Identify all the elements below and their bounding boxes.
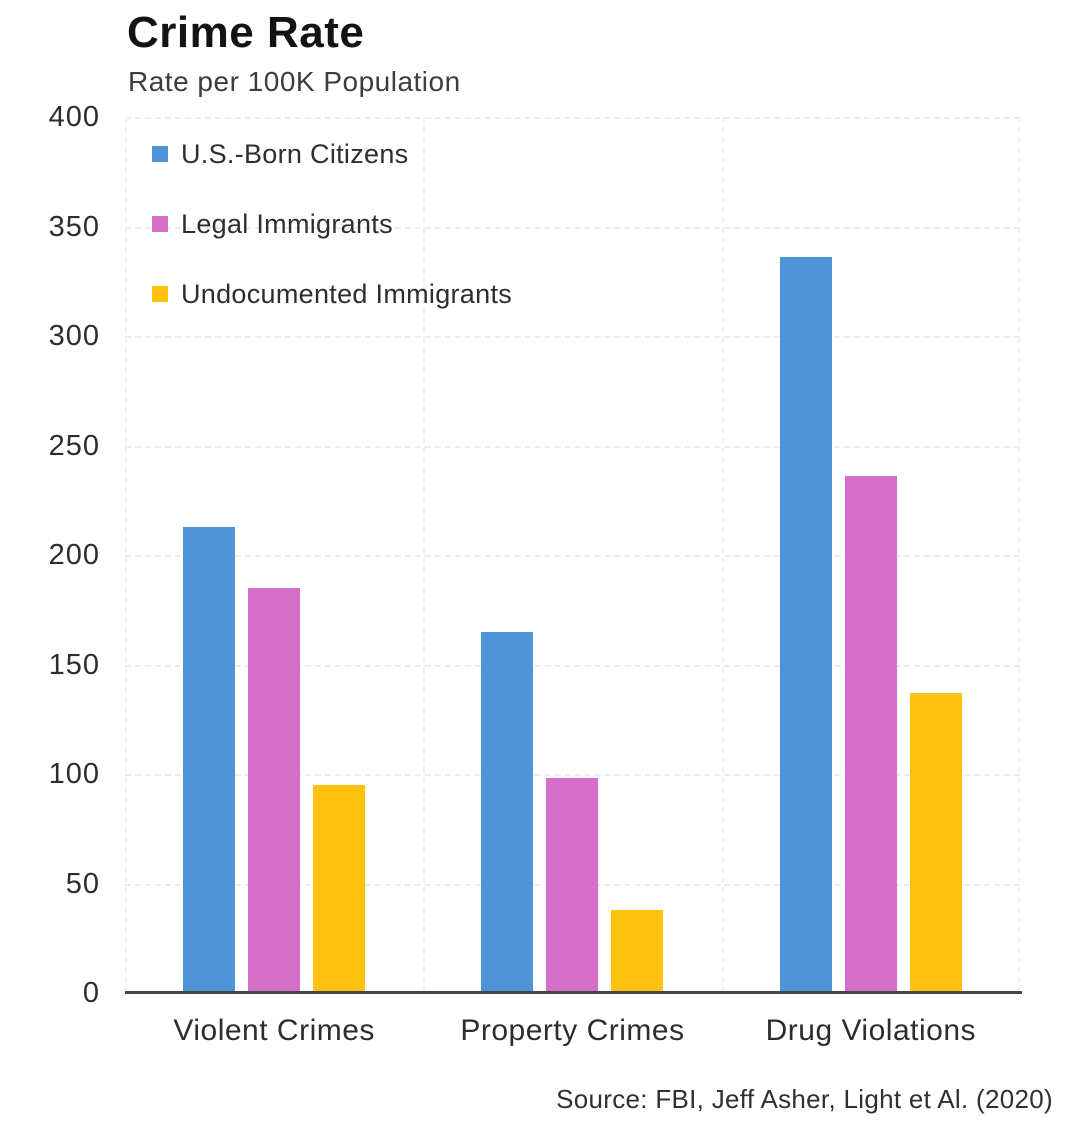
gridline-horizontal xyxy=(125,336,1020,338)
bar xyxy=(611,909,664,993)
page-subtitle: Rate per 100K Population xyxy=(128,66,461,97)
bar xyxy=(546,778,599,993)
bar xyxy=(779,257,832,993)
legend-item: U.S.-Born Citizens xyxy=(152,138,512,170)
plot-area xyxy=(125,117,1020,993)
gridline-horizontal xyxy=(125,226,1020,229)
bar xyxy=(844,476,897,993)
gridline-horizontal xyxy=(125,664,1020,667)
gridline-horizontal xyxy=(125,117,1020,119)
gridline-horizontal xyxy=(125,774,1020,776)
x-axis: Violent Crimes Property Crimes Drug Violat… xyxy=(125,1014,1020,1056)
legend-swatch-icon xyxy=(152,146,168,162)
y-axis-tick-label: 400 xyxy=(48,101,100,133)
y-axis: 400 350 300 250 200 150 100 50 0 xyxy=(10,101,100,1009)
x-axis-label: Drug Violations xyxy=(765,1014,977,1047)
page-title: Crime Rate xyxy=(127,8,365,57)
bar-group xyxy=(125,117,423,993)
gridline-vertical xyxy=(1018,117,1020,993)
y-axis-tick-label: 350 xyxy=(48,210,100,243)
y-axis-tick-label: 300 xyxy=(48,320,100,352)
x-axis-line xyxy=(125,991,1022,994)
gridline-vertical xyxy=(125,117,127,993)
y-axis-tick-label: 200 xyxy=(48,539,100,571)
y-axis-tick-label: 150 xyxy=(48,648,100,681)
legend-item: Legal Immigrants xyxy=(152,208,512,240)
legend-item: Undocumented Immigrants xyxy=(152,278,512,310)
bar xyxy=(481,631,534,993)
legend-label: Legal Immigrants xyxy=(181,208,393,239)
bar xyxy=(183,526,236,993)
bar xyxy=(909,692,962,993)
y-axis-tick-label: 250 xyxy=(48,429,100,462)
bar-group xyxy=(722,117,1020,993)
legend-swatch-icon xyxy=(152,286,168,302)
gridline-horizontal xyxy=(125,445,1020,448)
y-axis-tick-label: 50 xyxy=(65,867,100,900)
bar xyxy=(313,784,366,993)
legend-label: U.S.-Born Citizens xyxy=(181,138,409,169)
legend-label: Undocumented Immigrants xyxy=(181,278,513,309)
gridline-vertical xyxy=(721,117,724,993)
gridline-horizontal xyxy=(125,555,1020,557)
gridline-vertical xyxy=(423,117,426,993)
source-note: Source: FBI, Jeff Asher, Light et Al. (2… xyxy=(556,1084,1053,1114)
y-axis-tick-label: 0 xyxy=(82,977,100,1009)
x-axis-label: Property Crimes xyxy=(460,1014,685,1047)
legend-swatch-icon xyxy=(152,216,168,232)
x-axis-label: Violent Crimes xyxy=(173,1014,375,1047)
bar xyxy=(248,587,301,993)
legend: U.S.-Born Citizens Legal Immigrants Undocu… xyxy=(152,138,512,348)
bar-group xyxy=(423,117,721,993)
y-axis-tick-label: 100 xyxy=(48,758,100,790)
